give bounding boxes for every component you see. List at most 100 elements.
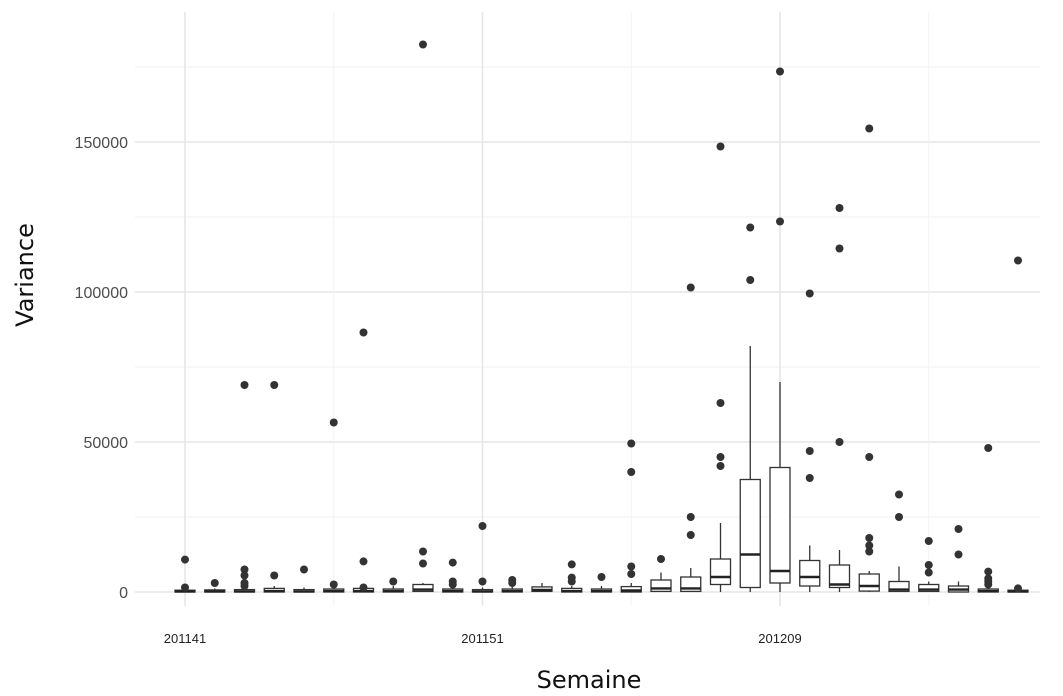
- outlier-point: [1014, 256, 1022, 265]
- box-group: [263, 381, 285, 593]
- outlier-point: [181, 583, 189, 592]
- outlier-point: [924, 568, 933, 577]
- box: [888, 580, 910, 593]
- outlier-point: [627, 468, 636, 476]
- box-group: [620, 439, 642, 593]
- outlier-point: [181, 555, 189, 564]
- outlier-point: [865, 453, 874, 461]
- box: [412, 583, 434, 593]
- outlier-point: [984, 444, 993, 452]
- outlier-point: [627, 562, 636, 571]
- outlier-point: [359, 583, 368, 592]
- outlier-point: [627, 570, 636, 578]
- x-tick-label: 201209: [758, 631, 801, 646]
- outlier-point: [716, 142, 725, 151]
- outlier-point: [359, 557, 368, 566]
- box-group: [709, 142, 732, 592]
- outlier-point: [210, 579, 219, 587]
- box-group: [680, 283, 702, 593]
- box-group: [412, 40, 434, 593]
- outlier-point: [419, 40, 427, 49]
- box: [799, 559, 821, 587]
- outlier-point: [597, 573, 606, 581]
- x-axis-ticks: 201141 201151 201209: [164, 631, 802, 646]
- box-group: [1007, 256, 1029, 593]
- outlier-point: [954, 525, 963, 533]
- outlier-point: [776, 217, 784, 226]
- x-axis-title: Semaine: [537, 666, 642, 694]
- outlier-point: [240, 381, 249, 389]
- outlier-point: [716, 462, 725, 470]
- box-group: [531, 583, 553, 593]
- grid: [135, 12, 1040, 606]
- outlier-point: [657, 555, 665, 563]
- outlier-point: [716, 453, 725, 461]
- outlier-point: [805, 447, 814, 455]
- outlier-point: [240, 579, 249, 587]
- box: [769, 466, 791, 584]
- outlier-point: [865, 534, 874, 542]
- box-group: [323, 418, 345, 593]
- box: [650, 579, 672, 593]
- box: [918, 583, 940, 593]
- box-group: [650, 555, 672, 593]
- box-group: [799, 289, 821, 592]
- outlier-point: [448, 558, 457, 567]
- outlier-point: [835, 244, 844, 253]
- outlier-point: [567, 560, 576, 569]
- outlier-point: [686, 531, 695, 539]
- outlier-point: [805, 474, 814, 482]
- outlier-point: [1014, 584, 1022, 593]
- box-group: [233, 381, 256, 593]
- box-group: [382, 577, 404, 593]
- outlier-point: [865, 541, 874, 550]
- y-tick-label: 150000: [75, 135, 128, 152]
- box-group: [769, 67, 791, 592]
- outlier-point: [240, 571, 249, 580]
- box-group: [947, 525, 970, 593]
- outlier-point: [895, 513, 903, 521]
- outlier-point: [478, 522, 487, 530]
- box: [828, 564, 851, 589]
- box-group: [590, 573, 613, 593]
- outlier-point: [270, 381, 279, 389]
- box-group: [561, 560, 583, 593]
- outlier-point: [716, 399, 725, 407]
- outlier-point: [359, 328, 368, 337]
- box-group: [442, 558, 464, 593]
- outlier-point: [419, 547, 427, 556]
- box-group: [204, 579, 226, 593]
- outlier-point: [389, 577, 398, 586]
- box-group: [858, 124, 880, 592]
- box: [709, 558, 732, 586]
- outlier-point: [895, 490, 903, 499]
- outlier-point: [746, 276, 755, 284]
- outlier-point: [776, 67, 784, 76]
- x-tick-label: 201141: [164, 631, 206, 646]
- outlier-point: [805, 289, 814, 298]
- outlier-point: [567, 573, 576, 582]
- y-tick-label: 50000: [84, 435, 129, 452]
- box: [739, 478, 761, 589]
- outlier-point: [984, 574, 993, 583]
- box-group: [471, 522, 494, 593]
- box-group: [828, 204, 851, 592]
- boxes: [174, 40, 1029, 593]
- box-group: [977, 444, 999, 593]
- outlier-point: [329, 418, 338, 427]
- box-group: [293, 565, 315, 593]
- box-group: [174, 555, 196, 593]
- box-group: [352, 328, 375, 593]
- outlier-point: [835, 438, 844, 446]
- y-axis-ticks: 0 50000 100000 150000: [75, 135, 128, 602]
- outlier-point: [270, 571, 279, 580]
- outlier-point: [924, 537, 933, 545]
- box-group: [501, 576, 523, 593]
- outlier-point: [448, 577, 457, 586]
- outlier-point: [984, 567, 993, 576]
- x-tick-label: 201151: [461, 631, 503, 646]
- outlier-point: [329, 580, 338, 589]
- box-group: [739, 223, 761, 592]
- outlier-point: [746, 223, 755, 232]
